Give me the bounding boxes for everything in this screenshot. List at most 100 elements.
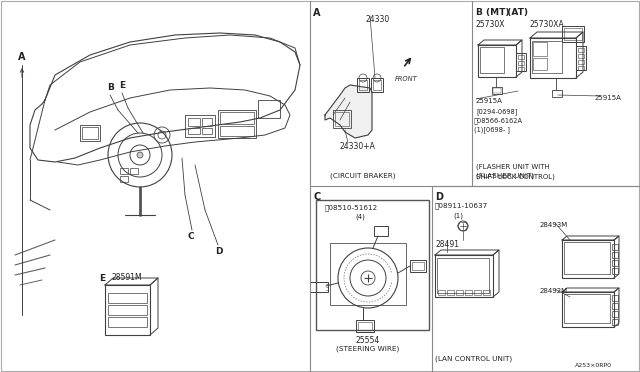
Bar xyxy=(357,78,369,92)
Bar xyxy=(576,46,586,70)
Bar xyxy=(518,55,524,59)
Text: (AT): (AT) xyxy=(476,8,528,17)
Bar xyxy=(483,290,490,295)
Bar xyxy=(474,290,481,295)
Bar xyxy=(492,87,502,94)
Bar xyxy=(552,90,562,97)
Bar xyxy=(188,128,200,134)
Text: 28591M: 28591M xyxy=(112,273,142,282)
Bar xyxy=(578,60,584,64)
Text: (1)[0698- ]: (1)[0698- ] xyxy=(474,126,510,133)
Bar xyxy=(202,128,212,134)
Bar xyxy=(612,303,618,309)
Text: E: E xyxy=(99,274,105,283)
Bar xyxy=(578,48,584,52)
Text: A253×0RP0: A253×0RP0 xyxy=(575,363,612,368)
Bar xyxy=(518,61,524,65)
Text: C: C xyxy=(313,192,320,202)
Bar xyxy=(612,311,618,317)
Circle shape xyxy=(137,152,143,158)
Bar xyxy=(518,67,524,71)
Bar xyxy=(374,226,388,236)
Text: (4): (4) xyxy=(355,213,365,219)
Bar xyxy=(218,110,256,138)
Bar xyxy=(612,252,618,258)
Bar xyxy=(108,293,147,303)
Bar xyxy=(533,58,547,70)
Bar xyxy=(82,127,98,139)
Bar xyxy=(335,112,349,126)
Text: (1): (1) xyxy=(453,212,463,218)
Bar xyxy=(456,290,463,295)
Text: Ⓝ08510-51612: Ⓝ08510-51612 xyxy=(325,204,378,211)
Bar xyxy=(612,268,618,274)
Text: (CIRCUIT BRAKER): (CIRCUIT BRAKER) xyxy=(330,172,396,179)
Bar xyxy=(562,26,584,42)
Text: 25730X: 25730X xyxy=(476,20,506,29)
Text: C: C xyxy=(188,232,195,241)
Text: FRONT: FRONT xyxy=(395,76,418,82)
Text: SHIFT LOCK CONTROL): SHIFT LOCK CONTROL) xyxy=(476,173,555,180)
Bar xyxy=(562,292,614,327)
Bar xyxy=(480,47,504,73)
Bar xyxy=(358,322,372,330)
Bar xyxy=(220,112,254,124)
Bar xyxy=(562,240,614,278)
Text: (FLASHER UNIT WITH: (FLASHER UNIT WITH xyxy=(476,163,550,170)
Bar xyxy=(220,126,254,136)
Bar xyxy=(516,53,526,71)
Bar xyxy=(435,255,493,297)
Bar xyxy=(188,118,200,126)
Text: E: E xyxy=(119,81,125,90)
Text: 28491: 28491 xyxy=(435,240,459,249)
Bar xyxy=(310,282,328,292)
Text: 24330: 24330 xyxy=(365,15,389,24)
Bar xyxy=(120,176,128,182)
Text: 25554: 25554 xyxy=(356,336,380,345)
Text: 25730XA: 25730XA xyxy=(530,20,564,29)
Bar xyxy=(530,38,576,78)
Bar xyxy=(578,54,584,58)
Bar xyxy=(438,290,445,295)
Bar xyxy=(612,260,618,266)
Bar xyxy=(316,200,429,330)
Bar xyxy=(258,100,280,118)
Bar xyxy=(120,168,128,174)
Text: Ⓝ08566-6162A: Ⓝ08566-6162A xyxy=(474,117,523,124)
Text: D: D xyxy=(435,192,443,202)
Bar xyxy=(185,115,215,137)
Bar xyxy=(564,28,582,40)
Bar xyxy=(412,262,424,270)
Text: D: D xyxy=(215,247,223,256)
Bar xyxy=(447,290,454,295)
Bar xyxy=(130,168,138,174)
Bar xyxy=(533,42,547,56)
Bar xyxy=(612,244,618,250)
Bar xyxy=(359,80,367,90)
Text: 28492M: 28492M xyxy=(540,288,568,294)
Text: A: A xyxy=(313,8,321,18)
Bar xyxy=(465,290,472,295)
Bar xyxy=(330,243,406,305)
Text: 24330+A: 24330+A xyxy=(340,142,376,151)
Bar xyxy=(333,110,351,128)
Text: A: A xyxy=(18,52,26,62)
Text: B: B xyxy=(107,83,114,92)
Text: Ⓞ08911-10637: Ⓞ08911-10637 xyxy=(435,202,488,209)
Bar xyxy=(578,66,584,70)
Bar xyxy=(564,242,610,274)
Bar xyxy=(493,88,501,93)
Text: 25915A: 25915A xyxy=(595,95,622,101)
Bar xyxy=(478,45,516,77)
Bar xyxy=(356,320,374,332)
Bar xyxy=(612,319,618,325)
Bar xyxy=(371,78,383,92)
Bar xyxy=(564,294,610,323)
Text: (STEERING WIRE): (STEERING WIRE) xyxy=(337,346,399,353)
Bar xyxy=(108,305,147,315)
Text: [0294-0698]: [0294-0698] xyxy=(476,108,517,115)
Text: (LAN CONTROL UNIT): (LAN CONTROL UNIT) xyxy=(435,355,512,362)
Bar xyxy=(410,260,426,272)
Bar xyxy=(105,285,150,335)
Polygon shape xyxy=(325,85,372,138)
